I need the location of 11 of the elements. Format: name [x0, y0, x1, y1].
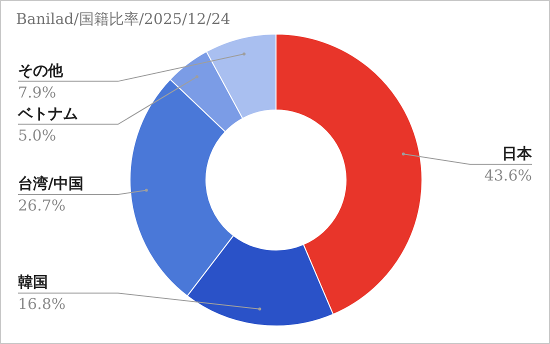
- slice-label: 韓国: [18, 273, 48, 292]
- slice-label: 台湾/中国: [18, 174, 84, 192]
- slice-label: 日本: [502, 144, 533, 162]
- slice-label: ベトナム: [17, 104, 78, 122]
- slice-label: その他: [18, 61, 64, 80]
- data-label: 5.0%: [18, 126, 56, 144]
- chart-title: Banilad/国籍比率/2025/12/24: [16, 10, 230, 28]
- data-label: 16.8%: [18, 295, 66, 314]
- data-label: 7.9%: [18, 83, 56, 102]
- data-label: 43.6%: [484, 166, 532, 184]
- data-label: 26.7%: [18, 196, 66, 214]
